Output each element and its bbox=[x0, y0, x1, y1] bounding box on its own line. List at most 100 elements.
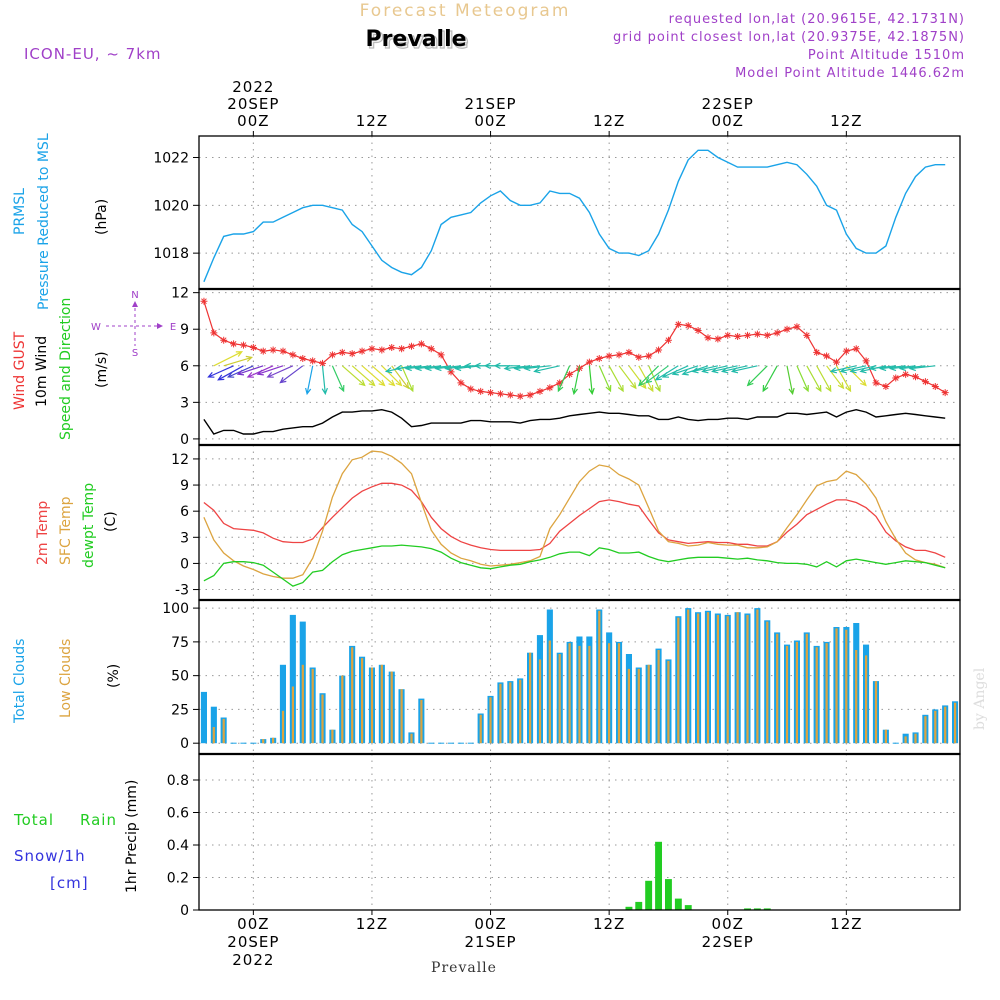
gust-marker bbox=[536, 387, 544, 395]
gust-marker bbox=[338, 348, 346, 356]
gust-marker bbox=[210, 329, 218, 337]
gust-marker bbox=[694, 326, 702, 334]
wind-arrow bbox=[671, 365, 699, 376]
low-cloud-bar bbox=[904, 736, 907, 744]
ytick-label: 75 bbox=[171, 635, 189, 651]
gust-marker bbox=[259, 347, 267, 355]
gust-marker bbox=[704, 334, 712, 342]
snow-label-2: [cm] bbox=[50, 874, 89, 892]
wind-10m-label: 10m Wind bbox=[34, 336, 50, 407]
low-cloud-bar bbox=[835, 628, 838, 744]
ytick-label: 100 bbox=[162, 601, 189, 617]
bottom-time-label: 12Z bbox=[830, 915, 862, 933]
ytick-label: 9 bbox=[180, 478, 189, 494]
low-cloud-bar bbox=[726, 616, 729, 744]
low-cloud-bar bbox=[637, 668, 640, 744]
rain-label-2: Rain bbox=[80, 811, 117, 829]
wind-arrow bbox=[762, 365, 778, 393]
low-cloud-bar bbox=[588, 645, 591, 744]
gust-marker bbox=[773, 329, 781, 337]
precip-unit: 1hr Precip (mm) bbox=[124, 780, 140, 893]
ytick-label: 12 bbox=[171, 452, 189, 468]
panel-pressure: 1018 1020 1022 bbox=[153, 135, 961, 290]
gust-marker bbox=[941, 389, 949, 397]
wind-gust-label: Wind GUST bbox=[12, 331, 28, 410]
gust-marker bbox=[664, 336, 672, 344]
gust-marker bbox=[882, 383, 890, 390]
bottom-time-label: 00Z bbox=[712, 915, 744, 933]
bottom-time-label: 22SEP bbox=[702, 933, 754, 951]
ytick-label: 12 bbox=[171, 286, 189, 302]
low-cloud-bar bbox=[815, 647, 818, 744]
bottom-time-label: 12Z bbox=[593, 915, 625, 933]
pressure-line bbox=[203, 149, 946, 283]
ytick-label: 3 bbox=[180, 530, 189, 546]
gust-marker bbox=[793, 323, 801, 331]
gust-marker bbox=[239, 341, 247, 349]
low-cloud-bar bbox=[548, 640, 551, 744]
gust-marker bbox=[516, 392, 524, 400]
gust-marker bbox=[852, 345, 860, 353]
low-cloud-bar bbox=[756, 609, 759, 744]
gust-marker bbox=[358, 347, 366, 355]
wind-arrow bbox=[207, 365, 234, 378]
gust-marker bbox=[328, 351, 336, 359]
panel-frame bbox=[198, 444, 961, 601]
top-time-label: 21SEP bbox=[464, 95, 516, 113]
pressure-label-1: PRMSL bbox=[12, 188, 28, 235]
wind-arrow bbox=[571, 365, 581, 396]
wind-arrow bbox=[305, 365, 314, 396]
low-cloud-bar bbox=[272, 737, 275, 744]
gust-marker bbox=[249, 344, 257, 351]
top-time-label: 20SEP bbox=[227, 95, 279, 113]
total-cloud-bar bbox=[279, 664, 286, 744]
low-cloud-bar bbox=[647, 664, 650, 744]
bottom-time-label: 00Z bbox=[237, 915, 269, 933]
rain-bar bbox=[684, 905, 692, 910]
ytick-label: 50 bbox=[171, 669, 189, 685]
low-cloud-bar bbox=[884, 729, 887, 744]
ytick-label: 6 bbox=[180, 359, 189, 375]
total-cloud-bar bbox=[289, 614, 296, 744]
gust-marker bbox=[309, 357, 317, 365]
gust-marker bbox=[625, 348, 633, 356]
ytick-label: 25 bbox=[171, 702, 189, 718]
gust-marker bbox=[299, 354, 307, 362]
low-cloud-bar bbox=[716, 614, 719, 744]
gust-marker bbox=[635, 353, 643, 361]
low-cloud-bar bbox=[212, 727, 215, 744]
low-cloud-bar bbox=[697, 613, 700, 744]
ytick-label: 0.2 bbox=[167, 871, 189, 887]
gust-marker bbox=[487, 389, 495, 397]
wind-arrow bbox=[644, 365, 669, 384]
top-time-label: 12Z bbox=[830, 112, 862, 130]
low-cloud-bar bbox=[795, 641, 798, 744]
low-cloud-bar bbox=[479, 714, 482, 744]
rain-bar bbox=[665, 879, 672, 910]
rain-bar bbox=[753, 908, 761, 910]
rain-bar bbox=[744, 908, 751, 910]
compass-e: E bbox=[170, 322, 176, 333]
top-time-label: 00Z bbox=[712, 112, 744, 130]
bottom-time-label: 2022 bbox=[232, 951, 274, 969]
gust-marker bbox=[645, 352, 653, 360]
ytick-label: 3 bbox=[180, 395, 189, 411]
wind-arrow bbox=[213, 351, 244, 367]
gust-marker bbox=[348, 350, 356, 358]
gust-marker bbox=[447, 368, 455, 376]
wind-arrow bbox=[266, 365, 294, 378]
temp-dewpt-label: dewpt Temp bbox=[81, 483, 97, 568]
low-cloud-bar bbox=[499, 683, 502, 744]
gust-marker bbox=[892, 374, 900, 382]
gust-marker bbox=[595, 354, 603, 362]
ytick-label: 9 bbox=[180, 322, 189, 338]
low-cloud-bar bbox=[805, 633, 808, 744]
wind-arrow bbox=[279, 365, 304, 384]
low-cloud-bar bbox=[766, 621, 769, 744]
gust-marker bbox=[803, 331, 811, 339]
low-cloud-bar bbox=[489, 697, 492, 744]
low-cloud-bar bbox=[568, 643, 571, 744]
temp-unit: (C) bbox=[103, 511, 119, 532]
gust-marker bbox=[368, 345, 376, 353]
